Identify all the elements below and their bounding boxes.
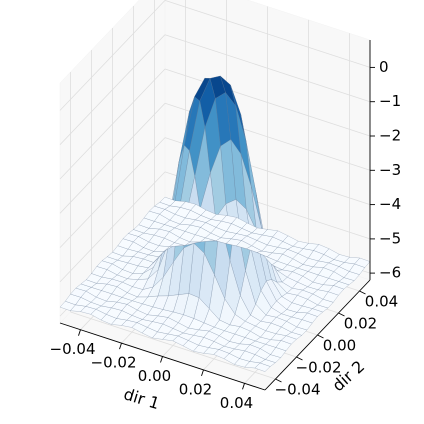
y-tick <box>338 312 345 317</box>
x-tick <box>119 342 122 350</box>
x-tick-label: −0.04 <box>50 340 96 358</box>
grid-line <box>164 0 371 68</box>
grid-line <box>59 171 166 283</box>
grid-line <box>59 34 166 145</box>
x-tick-label: 0.04 <box>220 394 253 412</box>
y-tick-label: 0.04 <box>365 293 398 311</box>
y-tick-label: −0.02 <box>296 359 342 377</box>
y-tick-label: 0.02 <box>344 315 377 333</box>
z-tick-label: 0 <box>379 58 389 76</box>
x-axis-label: dir 1 <box>121 384 161 413</box>
grid-line <box>164 34 371 103</box>
x-tick-label: 0.00 <box>138 367 171 385</box>
z-tick-label: −5 <box>379 229 401 247</box>
z-tick-label: −6 <box>379 264 401 282</box>
tick-labels: −0.04−0.020.000.020.04−0.04−0.020.000.02… <box>50 58 402 412</box>
y-tick <box>359 290 366 295</box>
z-tick-label: −4 <box>379 195 401 213</box>
x-tick-label: 0.02 <box>179 380 212 398</box>
x-tick <box>78 329 81 336</box>
surface-mesh <box>59 75 371 372</box>
y-tick <box>296 356 303 361</box>
y-tick <box>275 378 282 383</box>
z-tick-label: −2 <box>379 127 401 145</box>
grid-line <box>70 311 276 380</box>
grid-line <box>164 68 371 137</box>
y-tick-label: 0.00 <box>323 337 356 355</box>
tick-marks <box>78 66 375 390</box>
surface-patch <box>159 196 176 207</box>
x-tick <box>242 383 245 390</box>
z-tick-label: −3 <box>379 161 401 179</box>
x-tick <box>160 356 163 363</box>
grid-line <box>59 137 166 248</box>
grid-line <box>59 68 166 180</box>
grid-line <box>59 0 166 111</box>
y-tick <box>317 334 324 339</box>
z-tick-label: −1 <box>379 92 401 110</box>
y-tick-label: −0.04 <box>275 381 321 399</box>
x-tick <box>201 369 204 377</box>
grid-line <box>59 103 166 214</box>
x-tick-label: −0.02 <box>91 354 137 372</box>
